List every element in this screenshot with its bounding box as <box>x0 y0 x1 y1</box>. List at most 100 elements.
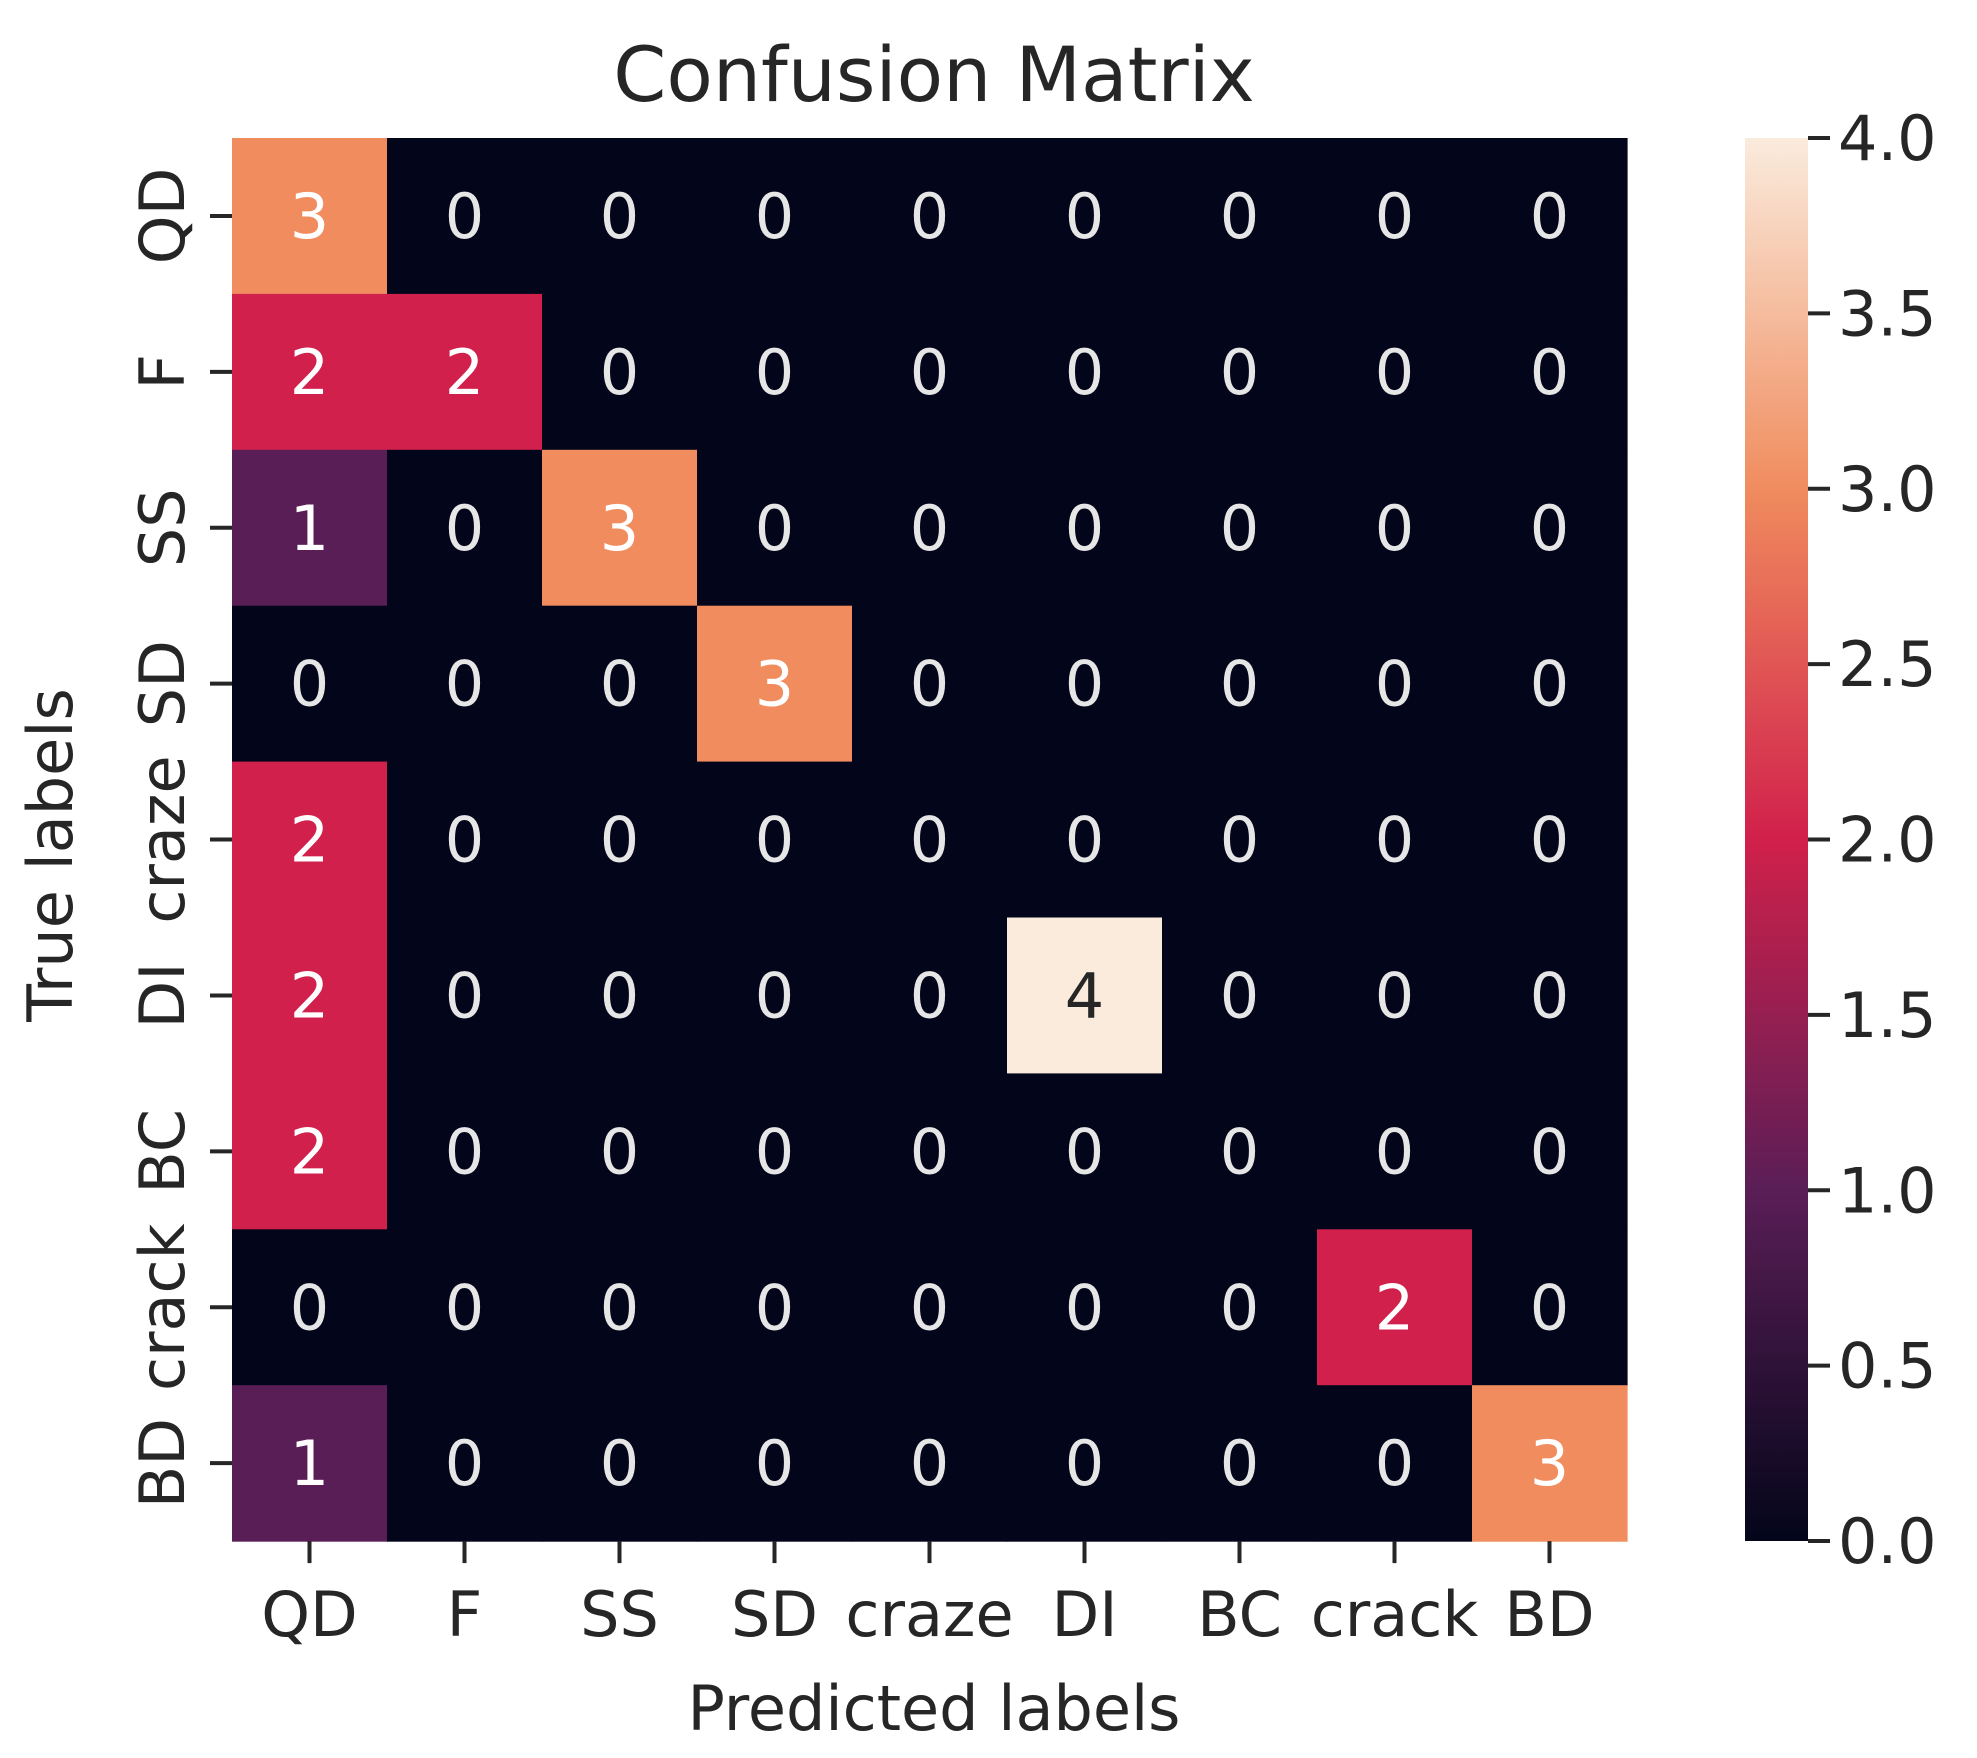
heatmap-cell-value: 0 <box>1530 959 1569 1032</box>
heatmap-cell-value: 0 <box>1065 336 1104 409</box>
x-tick-label: DI <box>1051 1578 1117 1651</box>
heatmap-cell <box>1472 1385 1628 1542</box>
y-tick-label: SS <box>126 488 199 567</box>
heatmap-cell <box>1162 1229 1318 1386</box>
heatmap-cell <box>1007 449 1163 607</box>
heatmap-cell <box>1007 293 1163 451</box>
heatmap-cell-value: 0 <box>600 1115 639 1188</box>
heatmap-cell <box>1162 605 1318 763</box>
heatmap-cell-value: 0 <box>1065 1427 1104 1500</box>
colorbar-tick-label: 0.0 <box>1838 1505 1937 1578</box>
heatmap-cell <box>852 449 1008 607</box>
heatmap-cell <box>1472 138 1628 295</box>
heatmap-cell-value: 0 <box>1065 648 1104 721</box>
heatmap-cell <box>387 138 543 295</box>
colorbar-tick-label: 1.5 <box>1838 979 1937 1052</box>
x-tick-label: SD <box>731 1578 818 1651</box>
y-tick-label: QD <box>126 168 199 265</box>
heatmap-cell <box>1317 605 1473 763</box>
heatmap-cell <box>1472 761 1628 919</box>
heatmap-cell <box>387 1073 543 1230</box>
heatmap-cell <box>1317 1073 1473 1230</box>
heatmap-cell <box>852 917 1008 1074</box>
colorbar-tick-label: 0.5 <box>1838 1330 1937 1403</box>
heatmap-cell-value: 1 <box>290 1427 329 1500</box>
heatmap-cell-value: 0 <box>1065 1271 1104 1344</box>
heatmap-cell-value: 0 <box>1220 180 1259 253</box>
heatmap-cell <box>232 761 388 919</box>
heatmap-cell <box>1317 1229 1473 1386</box>
heatmap-cell <box>232 1385 388 1542</box>
heatmap-cell <box>542 1073 698 1230</box>
heatmap-cell-value: 4 <box>1065 959 1104 1032</box>
heatmap-cell <box>232 1073 388 1230</box>
heatmap-cell-value: 0 <box>1220 959 1259 1032</box>
heatmap-cell <box>542 761 698 919</box>
heatmap-cell <box>852 761 1008 919</box>
x-tick-label: BD <box>1504 1578 1594 1651</box>
heatmap-cell <box>697 1229 853 1386</box>
heatmap-cell-value: 0 <box>755 492 794 565</box>
heatmap-cell <box>232 917 388 1074</box>
colorbar-tick-label: 4.0 <box>1838 102 1937 175</box>
heatmap-cell-value: 0 <box>1065 804 1104 877</box>
heatmap-cell-value: 0 <box>1530 804 1569 877</box>
heatmap-cell-value: 0 <box>1375 648 1414 721</box>
heatmap-cell-value: 0 <box>1530 648 1569 721</box>
heatmap-cell-value: 0 <box>755 1115 794 1188</box>
heatmap-cell <box>1317 917 1473 1074</box>
heatmap-cell <box>1162 917 1318 1074</box>
heatmap-cell <box>542 138 698 295</box>
heatmap-cell-value: 0 <box>910 648 949 721</box>
x-tick-label: BC <box>1197 1578 1282 1651</box>
heatmap-cell-value: 0 <box>600 959 639 1032</box>
heatmap-cell <box>697 1073 853 1230</box>
heatmap-cell <box>1472 1229 1628 1386</box>
heatmap-cell <box>697 1385 853 1542</box>
heatmap-cell <box>232 138 388 295</box>
heatmap-cell-value: 2 <box>290 804 329 877</box>
heatmap-cell-value: 0 <box>445 804 484 877</box>
heatmap-cell <box>1162 761 1318 919</box>
heatmap-cell <box>1007 761 1163 919</box>
heatmap-cell-value: 0 <box>1530 1271 1569 1344</box>
heatmap-cell-value: 0 <box>600 804 639 877</box>
x-tick-label: crack <box>1311 1578 1479 1651</box>
y-tick-label: F <box>126 354 199 390</box>
heatmap-cell <box>1317 1385 1473 1542</box>
heatmap-cell <box>1007 138 1163 295</box>
heatmap-cell <box>697 605 853 763</box>
heatmap-cell <box>1472 917 1628 1074</box>
heatmap-cell-value: 0 <box>600 180 639 253</box>
heatmap-cell-value: 0 <box>910 1115 949 1188</box>
heatmap-cell-value: 0 <box>1375 1115 1414 1188</box>
heatmap-cell <box>542 1229 698 1386</box>
heatmap-cell-value: 0 <box>445 1115 484 1188</box>
heatmap-cells <box>232 138 1628 1542</box>
heatmap-cell <box>1007 1073 1163 1230</box>
x-tick-label: SS <box>580 1578 659 1651</box>
y-tick-label: crack <box>126 1223 199 1391</box>
heatmap-cell <box>387 761 543 919</box>
heatmap-cell <box>697 293 853 451</box>
heatmap-cell <box>232 449 388 607</box>
heatmap-cell-value: 3 <box>1530 1427 1569 1500</box>
heatmap-cell-value: 0 <box>1065 180 1104 253</box>
x-tick-label: QD <box>261 1578 358 1651</box>
heatmap-cell <box>1317 293 1473 451</box>
heatmap-cell <box>387 293 543 451</box>
heatmap-cell-value: 0 <box>600 648 639 721</box>
colorbar <box>1745 138 1808 1541</box>
heatmap-cell-value: 3 <box>290 180 329 253</box>
colorbar-ticks: 0.0 0.5 1.0 1.5 2.0 2.5 3.0 3.5 4.0 <box>1808 102 1937 1578</box>
y-tick-label: DI <box>126 962 199 1028</box>
heatmap-cell-value: 0 <box>600 336 639 409</box>
y-tick-label: craze <box>126 755 199 923</box>
heatmap-cell-value: 0 <box>910 804 949 877</box>
heatmap-cell-value: 0 <box>1375 336 1414 409</box>
colorbar-tick-label: 2.5 <box>1838 628 1937 701</box>
heatmap-cell <box>1472 449 1628 607</box>
heatmap-cell-value: 0 <box>1530 1115 1569 1188</box>
heatmap-cell <box>387 1385 543 1542</box>
heatmap-cell <box>852 1229 1008 1386</box>
